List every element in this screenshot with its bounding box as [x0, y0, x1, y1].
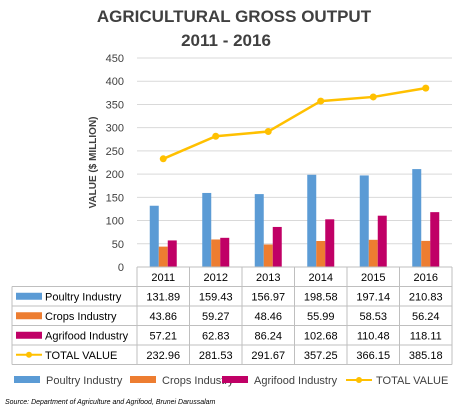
x-tick-label: 2014	[309, 272, 333, 284]
data-label: 102.68	[304, 330, 338, 342]
x-tick-label: 2013	[256, 272, 280, 284]
x-tick-label: 2012	[204, 272, 228, 284]
bar-poultry-industry	[149, 205, 159, 267]
data-label: 232.96	[146, 350, 180, 362]
total-value-point	[212, 132, 220, 140]
data-label: 110.48	[357, 330, 390, 342]
table-legend-key	[16, 292, 42, 300]
data-label: 210.83	[409, 291, 443, 303]
total-value-point	[422, 84, 430, 92]
table-row-label: Poultry Industry	[45, 291, 122, 303]
data-label: 55.99	[307, 311, 335, 323]
bar-poultry-industry	[412, 169, 422, 267]
total-value-point	[159, 155, 167, 163]
bar-crops-industry	[316, 240, 326, 267]
legend-key	[130, 376, 156, 383]
data-label: 62.83	[202, 330, 230, 342]
y-tick-label: 50	[112, 239, 124, 251]
bar-poultry-industry	[307, 174, 317, 267]
y-tick-label: 300	[106, 123, 124, 135]
bar-agrifood-industry	[167, 240, 177, 267]
y-tick-label: 350	[106, 99, 124, 111]
data-label: 156.97	[251, 291, 285, 303]
table-row-label: Crops Industry	[45, 311, 117, 323]
bar-poultry-industry	[359, 175, 369, 267]
bar-agrifood-industry	[272, 226, 282, 267]
total-value-line	[162, 86, 426, 160]
table-legend-key	[26, 351, 32, 358]
y-tick-label: 400	[106, 76, 124, 88]
legend-key	[356, 377, 362, 383]
bar-poultry-industry	[254, 194, 264, 267]
data-label: 56.24	[412, 311, 440, 323]
table-row-label: TOTAL VALUE	[45, 350, 117, 362]
data-label: 291.67	[251, 350, 285, 362]
data-label: 59.27	[202, 311, 230, 323]
data-label: 198.58	[304, 291, 338, 303]
bar-agrifood-industry	[325, 219, 335, 267]
data-label: 131.89	[146, 291, 180, 303]
data-label: 43.86	[149, 311, 177, 323]
legend-label: Crops Industry	[162, 375, 234, 387]
data-label: 159.43	[199, 291, 233, 303]
data-label: 86.24	[254, 330, 282, 342]
y-tick-label: 150	[106, 192, 124, 204]
x-tick-label: 2016	[414, 272, 438, 284]
bar-agrifood-industry	[377, 215, 387, 267]
data-label: 385.18	[409, 350, 443, 362]
table-row-label: Agrifood Industry	[45, 330, 129, 342]
legend-label: Poultry Industry	[46, 375, 123, 387]
source-note: Source: Department of Agriculture and Ag…	[5, 399, 216, 406]
bar-crops-industry	[158, 246, 168, 267]
table-legend-key	[16, 312, 42, 320]
chart-subtitle: 2011 - 2016	[181, 31, 271, 50]
total-value-point	[369, 93, 377, 101]
table-legend-key	[16, 331, 42, 339]
chart-title: AGRICULTURAL GROSS OUTPUT	[96, 7, 372, 26]
bar-crops-industry	[211, 239, 221, 267]
y-tick-label: 250	[106, 146, 124, 158]
x-tick-label: 2015	[361, 272, 385, 284]
bar-crops-industry	[421, 240, 431, 267]
bar-crops-industry	[263, 244, 273, 267]
y-tick-label: 0	[118, 262, 124, 274]
y-tick-label: 100	[106, 216, 124, 228]
bar-agrifood-industry	[430, 212, 440, 267]
data-label: 357.25	[304, 350, 338, 362]
total-value-point	[264, 128, 272, 136]
data-label: 48.46	[254, 311, 282, 323]
legend-key	[14, 376, 40, 383]
bar-agrifood-industry	[220, 237, 230, 267]
legend-key	[222, 376, 248, 383]
total-value-point	[317, 97, 325, 105]
data-label: 58.53	[359, 311, 387, 323]
y-axis-label: VALUE ($ MILLION)	[88, 116, 99, 208]
legend-label: Agrifood Industry	[254, 375, 338, 387]
bar-poultry-industry	[202, 192, 212, 267]
data-label: 57.21	[149, 330, 177, 342]
bar-crops-industry	[368, 239, 378, 267]
x-tick-label: 2011	[151, 272, 175, 284]
legend-label: TOTAL VALUE	[376, 375, 448, 387]
y-tick-label: 450	[106, 53, 124, 65]
y-tick-label: 200	[106, 169, 124, 181]
data-label: 281.53	[199, 350, 233, 362]
data-label: 118.11	[410, 330, 442, 342]
data-label: 366.15	[356, 350, 390, 362]
data-label: 197.14	[356, 291, 390, 303]
